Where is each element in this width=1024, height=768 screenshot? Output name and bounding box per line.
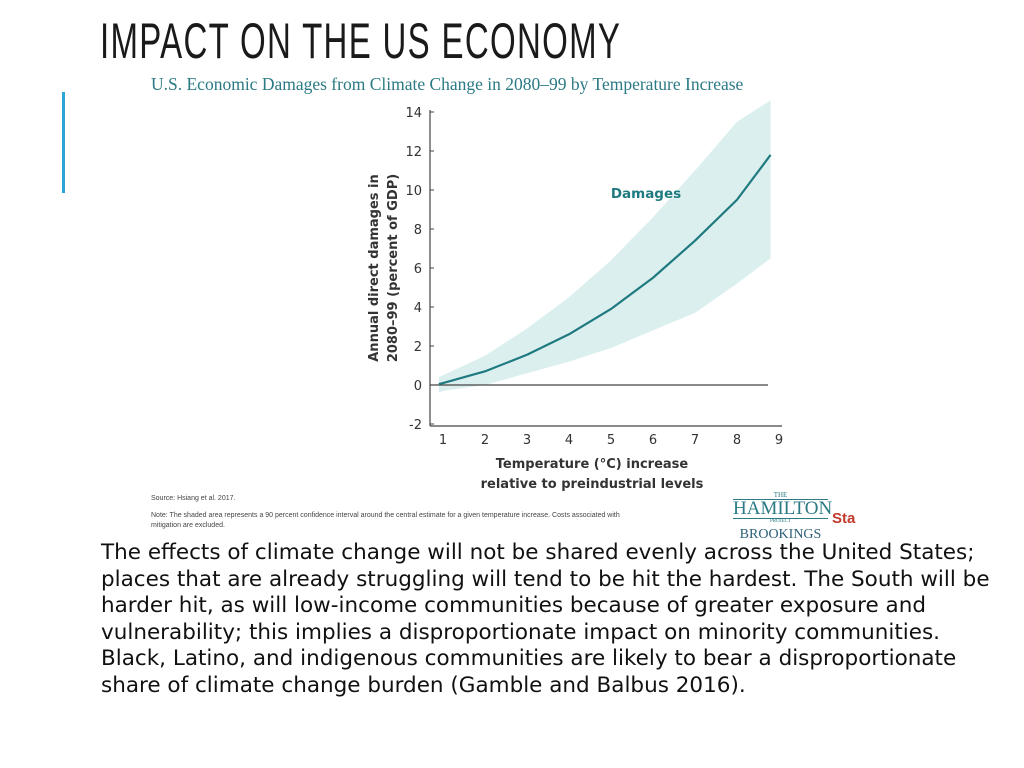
y-axis-label: 2080–99 (percent of GDP)	[386, 174, 401, 362]
x-axis-label: Temperature (°C) increase	[496, 457, 689, 472]
x-tick-label: 4	[565, 433, 573, 448]
damages-line	[438, 154, 772, 386]
x-tick-label: 3	[523, 433, 531, 448]
body-text: The effects of climate change will not b…	[101, 540, 990, 698]
hamilton-brookings-logo: THE HAMILTON PROJECT BROOKINGS	[733, 491, 833, 543]
x-tick-label: 9	[775, 433, 783, 448]
y-tick-label: 10	[405, 184, 422, 199]
series-label-damages: Damages	[611, 186, 681, 202]
x-tick-label: 2	[481, 433, 489, 448]
x-tick-label: 6	[649, 433, 657, 448]
x-tick-label: 8	[733, 433, 741, 448]
chart-source: Source: Hsiang et al. 2017.	[151, 495, 236, 502]
x-tick-label: 1	[439, 433, 447, 448]
y-tick-label: 0	[414, 379, 422, 394]
logo-hamilton: HAMILTON	[733, 498, 833, 519]
x-axis-label: relative to preindustrial levels	[481, 477, 704, 492]
chart-note: Note: The shaded area represents a 90 pe…	[151, 512, 620, 529]
x-tick-label: 7	[691, 433, 699, 448]
y-tick-label: -2	[409, 418, 422, 433]
y-axis-label: Annual direct damages in	[367, 174, 382, 362]
chart-title: U.S. Economic Damages from Climate Chang…	[151, 74, 744, 94]
logo-brookings: BROOKINGS	[739, 527, 822, 542]
y-tick-label: 8	[414, 223, 422, 238]
slide-title: IMPACT ON THE US ECONOMY	[100, 13, 622, 69]
logo-the: THE	[773, 491, 788, 499]
cutoff-text: Sta	[832, 510, 856, 527]
y-tick-label: 2	[414, 340, 422, 355]
y-tick-label: 4	[414, 301, 422, 316]
y-tick-label: 6	[414, 262, 422, 277]
accent-bar	[62, 92, 65, 193]
x-tick-label: 5	[607, 433, 615, 448]
logo-project: PROJECT	[769, 519, 792, 524]
confidence-band	[438, 100, 771, 393]
y-tick-label: 12	[405, 145, 422, 160]
y-tick-label: 14	[405, 106, 422, 121]
